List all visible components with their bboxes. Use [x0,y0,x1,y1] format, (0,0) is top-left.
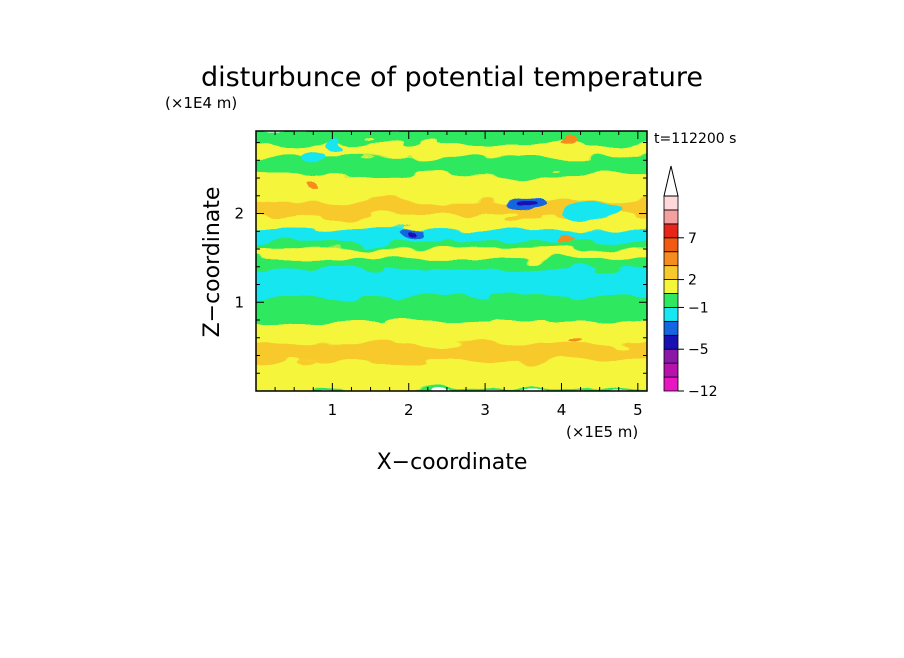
contour-band [256,199,647,215]
colorbar-label: −1 [688,300,709,316]
colorbar-swatch [663,293,679,308]
contour-feature [565,202,619,221]
colorbar-swatch [663,265,679,280]
y-axis-label: Z−coordinate [200,187,225,338]
contour-feature [407,230,418,236]
plot-frame [255,130,648,392]
x-ticks: 1 2 3 4 5 [274,131,643,419]
colorbar-label: 7 [688,231,697,247]
contour-feature [332,234,409,246]
contour-band [256,341,647,361]
contour-band [256,295,647,322]
x-tick-label: 3 [480,401,490,419]
colorbar-swatch [663,251,679,267]
contour-band [256,319,647,344]
colorbar-swatch [663,279,679,294]
contour-feature [566,336,580,343]
colorbar-swatch [663,209,679,225]
contour-feature [328,141,344,153]
y-unit-label: (×1E4 m) [165,94,237,112]
x-axis-label: X−coordinate [377,450,528,475]
contour-feature [517,199,537,207]
colorbar-swatch [663,223,679,239]
contour-feature [304,183,318,191]
colorbar-swatch [663,376,679,392]
colorbar-swatch [663,237,679,253]
y-ticks: 12 [234,142,647,374]
colorbar-extend-arrow [663,165,679,197]
contour-band [256,227,647,242]
y-tick-label: 2 [234,205,244,223]
colorbar-swatch [663,307,679,322]
x-unit-label: (×1E5 m) [566,423,638,441]
colorbar-label: 2 [688,273,697,289]
contour-band [256,154,647,175]
contour-band [256,172,647,202]
contour-band [256,131,647,144]
contour-band [256,256,647,270]
contour-band [256,239,647,249]
contour-band [256,212,647,230]
colorbar-swatch [663,362,679,378]
plot-area [256,131,647,391]
contour-band [256,358,647,390]
contour-feature [557,139,573,149]
x-tick-label: 2 [404,401,414,419]
colorbar-label: −12 [688,384,718,400]
x-tick-label: 1 [328,401,338,419]
colorbar-swatch [663,195,679,211]
contour-band [256,267,647,298]
contour-band [256,141,647,157]
colorbar-swatch [663,348,679,364]
contour-feature [301,148,325,163]
x-tick-label: 4 [557,401,567,419]
colorbar-swatch [663,334,679,350]
time-label: t=112200 s [654,131,736,147]
colorbar: 7 2 −1 −5 −12 [663,165,718,400]
contour-feature [561,234,577,242]
colorbar-label: −5 [688,342,709,358]
colorbar-swatch [663,320,679,336]
x-tick-label: 5 [633,401,643,419]
y-tick-label: 1 [234,293,244,311]
chart-title: disturbunce of potential temperature [201,62,703,93]
contour-band [256,246,647,259]
